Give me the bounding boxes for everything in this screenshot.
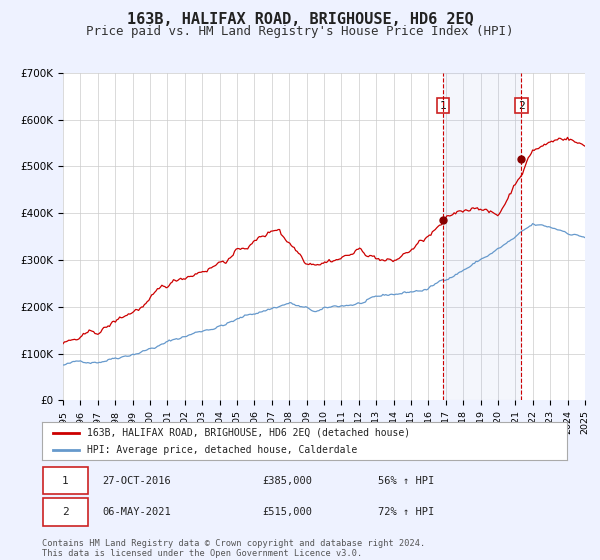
Text: Price paid vs. HM Land Registry's House Price Index (HPI): Price paid vs. HM Land Registry's House … bbox=[86, 25, 514, 38]
Text: HPI: Average price, detached house, Calderdale: HPI: Average price, detached house, Cald… bbox=[86, 445, 357, 455]
Text: 56% ↑ HPI: 56% ↑ HPI bbox=[378, 476, 434, 486]
Text: 2: 2 bbox=[518, 101, 525, 110]
Text: 06-MAY-2021: 06-MAY-2021 bbox=[103, 507, 171, 517]
Text: 1: 1 bbox=[439, 101, 446, 110]
Bar bbox=[443, 73, 521, 400]
Text: 72% ↑ HPI: 72% ↑ HPI bbox=[378, 507, 434, 517]
Text: £515,000: £515,000 bbox=[263, 507, 313, 517]
Text: 1: 1 bbox=[62, 476, 68, 486]
Text: 27-OCT-2016: 27-OCT-2016 bbox=[103, 476, 171, 486]
FancyBboxPatch shape bbox=[43, 467, 88, 494]
FancyBboxPatch shape bbox=[43, 498, 88, 526]
Text: £385,000: £385,000 bbox=[263, 476, 313, 486]
Text: 163B, HALIFAX ROAD, BRIGHOUSE, HD6 2EQ (detached house): 163B, HALIFAX ROAD, BRIGHOUSE, HD6 2EQ (… bbox=[86, 427, 410, 437]
Text: Contains HM Land Registry data © Crown copyright and database right 2024.
This d: Contains HM Land Registry data © Crown c… bbox=[42, 539, 425, 558]
Text: 2: 2 bbox=[62, 507, 68, 517]
Text: 163B, HALIFAX ROAD, BRIGHOUSE, HD6 2EQ: 163B, HALIFAX ROAD, BRIGHOUSE, HD6 2EQ bbox=[127, 12, 473, 27]
